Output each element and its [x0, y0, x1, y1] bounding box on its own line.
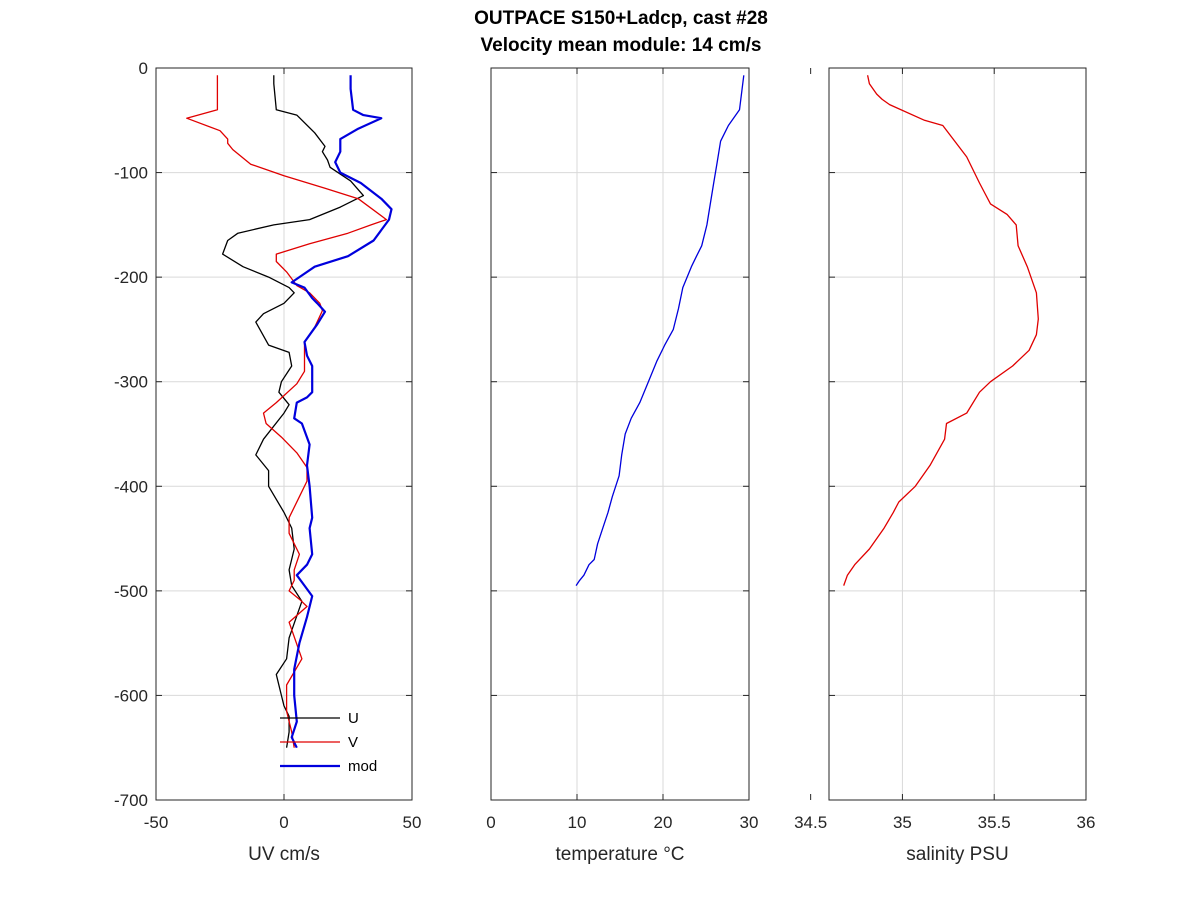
legend-label-mod: mod — [348, 758, 377, 775]
x-tick-label: 36 — [1077, 813, 1096, 832]
axes-frame — [490, 67, 750, 801]
x-tick-label: 20 — [654, 813, 673, 832]
y-tick-label: -200 — [114, 268, 148, 287]
y-tick-label: -600 — [114, 686, 148, 705]
y-tick-label: 0 — [139, 59, 148, 78]
x-tick-label: 0 — [486, 813, 495, 832]
series-line-v — [186, 75, 388, 748]
x-tick-label: -50 — [144, 813, 169, 832]
panel-3: 34.5 35 35.5 36 salinity PSU — [794, 67, 1096, 865]
panel-2: 0 10 20 30 temperature °C — [486, 67, 759, 865]
x-axis-label: temperature °C — [555, 844, 684, 865]
series-line-profile — [575, 75, 745, 586]
legend-label-u: U — [348, 710, 359, 727]
legend-label-v: V — [348, 734, 358, 751]
y-tick-label: -400 — [114, 477, 148, 496]
x-tick-label: 0 — [279, 813, 288, 832]
series-line-profile — [843, 75, 1039, 586]
x-axis-label: salinity PSU — [906, 844, 1008, 865]
x-tick-label: 34.5 — [794, 813, 827, 832]
figure-title: OUTPACE S150+Ladcp, cast #28 — [474, 8, 768, 29]
y-tick-label: -500 — [114, 582, 148, 601]
x-tick-label: 10 — [568, 813, 587, 832]
x-tick-label: 35.5 — [978, 813, 1011, 832]
axes-frame — [828, 67, 1087, 801]
series-line-mod — [290, 75, 393, 749]
x-tick-label: 50 — [403, 813, 422, 832]
x-tick-label: 30 — [740, 813, 759, 832]
y-tick-label: -100 — [114, 164, 148, 183]
y-tick-label: -300 — [114, 373, 148, 392]
y-tick-label: -700 — [114, 791, 148, 810]
figure-subtitle: Velocity mean module: 14 cm/s — [481, 35, 762, 56]
x-tick-label: 35 — [893, 813, 912, 832]
x-axis-label: UV cm/s — [248, 844, 320, 865]
